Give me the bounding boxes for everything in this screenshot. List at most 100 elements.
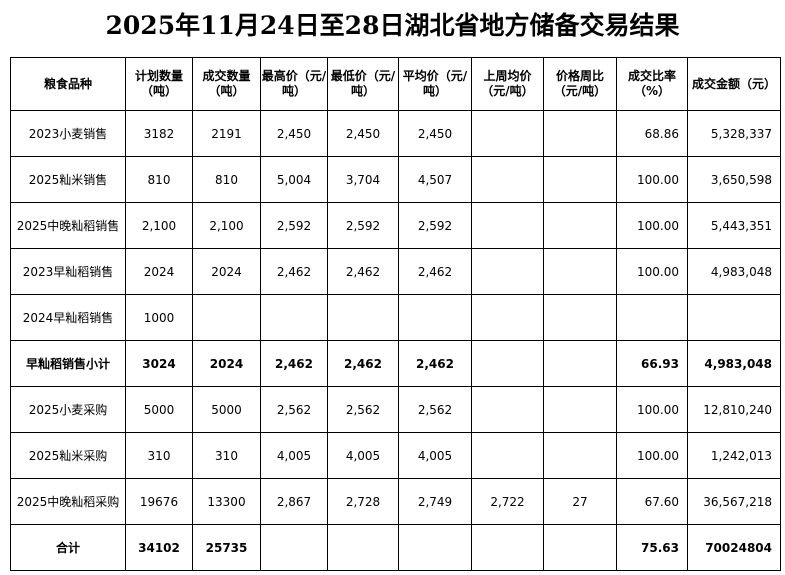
trading-results-table: 粮食品种 计划数量（吨） 成交数量（吨） 最高价（元/吨） 最低价（元/吨） 平均价（元/… bbox=[10, 57, 781, 571]
table-cell: 36,567,218 bbox=[687, 478, 781, 525]
table-cell: 5,004 bbox=[260, 156, 328, 203]
table-cell: 2023小麦销售 bbox=[10, 110, 126, 157]
column-header: 价格周比（元/吨） bbox=[543, 57, 617, 111]
table-cell: 4,983,048 bbox=[687, 340, 781, 387]
table-cell bbox=[543, 340, 617, 387]
table-cell bbox=[471, 294, 544, 341]
table-cell bbox=[543, 294, 617, 341]
table-cell: 70024804 bbox=[687, 524, 781, 571]
table-cell: 3,704 bbox=[327, 156, 399, 203]
column-header: 最低价（元/吨） bbox=[327, 57, 399, 111]
table-cell bbox=[471, 432, 544, 479]
table-cell: 2025小麦采购 bbox=[10, 386, 126, 433]
table-cell: 2,462 bbox=[260, 248, 328, 295]
column-header: 成交金额（元） bbox=[687, 57, 781, 111]
table-cell: 100.00 bbox=[616, 386, 688, 433]
table-cell: 早籼稻销售小计 bbox=[10, 340, 126, 387]
table-cell: 100.00 bbox=[616, 248, 688, 295]
table-cell: 2023早籼稻销售 bbox=[10, 248, 126, 295]
table-cell: 2,749 bbox=[398, 478, 472, 525]
table-cell: 66.93 bbox=[616, 340, 688, 387]
subtotal-row: 合计 34102 25735 75.63 70024804 bbox=[10, 524, 781, 571]
table-cell: 2,462 bbox=[398, 248, 472, 295]
table-cell: 25735 bbox=[192, 524, 261, 571]
table-cell: 2,562 bbox=[327, 386, 399, 433]
table-cell bbox=[471, 248, 544, 295]
table-cell bbox=[398, 524, 472, 571]
table-cell bbox=[543, 110, 617, 157]
table-cell: 4,005 bbox=[260, 432, 328, 479]
table-cell bbox=[471, 202, 544, 249]
table-row: 2023小麦销售 3182 2191 2,450 2,450 2,450 68.86 5,32… bbox=[10, 110, 781, 157]
table-cell: 3182 bbox=[125, 110, 193, 157]
column-header: 平均价（元/吨） bbox=[398, 57, 472, 111]
table-cell bbox=[260, 524, 328, 571]
table-cell: 2,562 bbox=[260, 386, 328, 433]
table-cell: 2024 bbox=[192, 340, 261, 387]
table-cell: 810 bbox=[192, 156, 261, 203]
table-cell bbox=[471, 340, 544, 387]
table-cell: 2,100 bbox=[192, 202, 261, 249]
table-cell: 5,328,337 bbox=[687, 110, 781, 157]
table-cell bbox=[327, 524, 399, 571]
table-row: 2023早籼稻销售 2024 2024 2,462 2,462 2,462 100.00 4,… bbox=[10, 248, 781, 295]
table-cell: 1,242,013 bbox=[687, 432, 781, 479]
table-cell bbox=[543, 202, 617, 249]
subtotal-row: 早籼稻销售小计 3024 2024 2,462 2,462 2,462 66.93 4,983… bbox=[10, 340, 781, 387]
table-cell: 2025中晚籼稻采购 bbox=[10, 478, 126, 525]
table-cell: 3,650,598 bbox=[687, 156, 781, 203]
table-row: 2025籼米采购 310 310 4,005 4,005 4,005 100.00 1,242… bbox=[10, 432, 781, 479]
table-cell bbox=[543, 386, 617, 433]
table-cell: 2,867 bbox=[260, 478, 328, 525]
table-cell: 13300 bbox=[192, 478, 261, 525]
table-cell: 2,450 bbox=[327, 110, 399, 157]
table-cell bbox=[543, 524, 617, 571]
table-row: 2025小麦采购 5000 5000 2,562 2,562 2,562 100.00 12,… bbox=[10, 386, 781, 433]
table-cell: 27 bbox=[543, 478, 617, 525]
table-cell bbox=[543, 432, 617, 479]
table-cell bbox=[543, 248, 617, 295]
table-cell: 2,450 bbox=[260, 110, 328, 157]
table-cell bbox=[192, 294, 261, 341]
table-cell bbox=[616, 294, 688, 341]
table-cell bbox=[471, 524, 544, 571]
table-cell: 2025中晚籼稻销售 bbox=[10, 202, 126, 249]
table-cell bbox=[327, 294, 399, 341]
table-cell: 2024早籼稻销售 bbox=[10, 294, 126, 341]
table-cell: 4,507 bbox=[398, 156, 472, 203]
table-cell: 310 bbox=[125, 432, 193, 479]
table-cell: 4,005 bbox=[327, 432, 399, 479]
table-cell: 2025籼米销售 bbox=[10, 156, 126, 203]
table-cell: 2,450 bbox=[398, 110, 472, 157]
table-cell: 67.60 bbox=[616, 478, 688, 525]
header-row: 粮食品种 计划数量（吨） 成交数量（吨） 最高价（元/吨） 最低价（元/吨） 平均价（元/… bbox=[10, 57, 781, 111]
table-cell: 合计 bbox=[10, 524, 126, 571]
table-cell: 2,462 bbox=[327, 248, 399, 295]
table-cell: 34102 bbox=[125, 524, 193, 571]
table-cell: 2,562 bbox=[398, 386, 472, 433]
page-title: 2025年11月24日至28日湖北省地方储备交易结果 bbox=[105, 11, 680, 40]
table-cell: 2,728 bbox=[327, 478, 399, 525]
table-cell: 2,592 bbox=[398, 202, 472, 249]
table-cell: 810 bbox=[125, 156, 193, 203]
table-cell bbox=[398, 294, 472, 341]
column-header: 成交比率（%） bbox=[616, 57, 688, 111]
table-cell: 19676 bbox=[125, 478, 193, 525]
table-cell: 2191 bbox=[192, 110, 261, 157]
table-cell: 2,592 bbox=[260, 202, 328, 249]
column-header: 最高价（元/吨） bbox=[260, 57, 328, 111]
table-cell: 100.00 bbox=[616, 202, 688, 249]
table-cell: 2025籼米采购 bbox=[10, 432, 126, 479]
table-row: 2025籼米销售 810 810 5,004 3,704 4,507 100.00 3,650… bbox=[10, 156, 781, 203]
table-cell bbox=[471, 110, 544, 157]
table-cell: 5000 bbox=[192, 386, 261, 433]
table-cell bbox=[471, 156, 544, 203]
table-cell: 5000 bbox=[125, 386, 193, 433]
table-cell: 310 bbox=[192, 432, 261, 479]
table-cell: 100.00 bbox=[616, 432, 688, 479]
table-cell: 2,462 bbox=[260, 340, 328, 387]
table-row: 2025中晚籼稻采购 19676 13300 2,867 2,728 2,749 2,722… bbox=[10, 478, 781, 525]
column-header: 计划数量（吨） bbox=[125, 57, 193, 111]
table-cell: 68.86 bbox=[616, 110, 688, 157]
table-row: 2025中晚籼稻销售 2,100 2,100 2,592 2,592 2,592 100.0… bbox=[10, 202, 781, 249]
